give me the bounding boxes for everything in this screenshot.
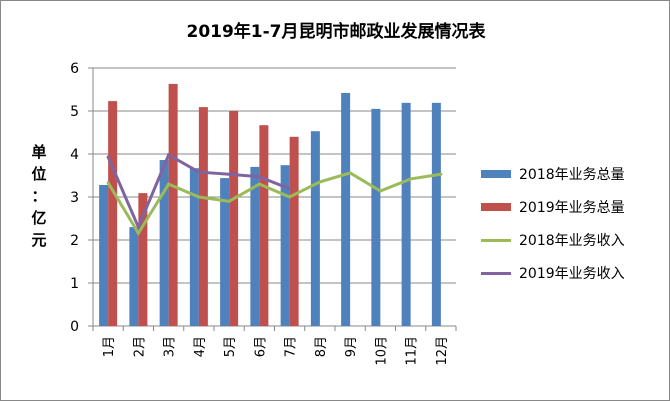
legend-label: 2018年业务总量 bbox=[519, 167, 625, 183]
bar-2019-total bbox=[289, 136, 299, 326]
line-point bbox=[378, 189, 382, 193]
line-point bbox=[348, 171, 352, 175]
y-tick-label: 6 bbox=[70, 61, 79, 77]
legend-item: 2019年业务收入 bbox=[481, 263, 625, 283]
bar-2018-total bbox=[280, 165, 290, 326]
line-point bbox=[227, 199, 231, 203]
line-point bbox=[227, 172, 231, 176]
y-tick-label: 5 bbox=[70, 104, 79, 120]
x-tick-label: 11月 bbox=[405, 336, 420, 366]
x-tick-label: 9月 bbox=[344, 336, 359, 357]
legend-swatch-bar bbox=[481, 203, 511, 211]
bar-2019-total bbox=[138, 193, 148, 326]
bar-2019-total bbox=[229, 111, 239, 326]
bar-2019-total bbox=[108, 101, 118, 326]
bar-2018-total bbox=[371, 108, 381, 326]
y-tick-label: 3 bbox=[70, 190, 79, 206]
y-tick-label: 4 bbox=[70, 147, 79, 163]
bar-2018-total bbox=[431, 102, 441, 326]
line-2018-income bbox=[106, 171, 442, 237]
bar-2019-total bbox=[168, 83, 178, 326]
line-point bbox=[257, 175, 261, 179]
chart-title: 2019年1-7月昆明市邮政业发展情况表 bbox=[186, 22, 486, 42]
y-tick-label: 0 bbox=[70, 319, 79, 335]
legend-label: 2019年业务总量 bbox=[519, 200, 625, 216]
x-tick-label: 6月 bbox=[253, 336, 268, 357]
bar-2018-total bbox=[250, 166, 260, 326]
bar-2018-total bbox=[99, 184, 109, 326]
line-point bbox=[136, 225, 140, 229]
line-point bbox=[409, 177, 413, 181]
line-point bbox=[167, 153, 171, 157]
legend-swatch-bar bbox=[481, 170, 511, 178]
line-point bbox=[106, 181, 110, 185]
line-point bbox=[136, 231, 140, 235]
x-tick-label: 2月 bbox=[132, 336, 147, 357]
bar-2018-total bbox=[159, 160, 169, 326]
y-axis-label: 单位：亿元 bbox=[31, 143, 47, 249]
bar-2019-total bbox=[259, 125, 269, 326]
line-point bbox=[197, 195, 201, 199]
x-tick-label: 4月 bbox=[193, 336, 208, 357]
bar-2018-total bbox=[189, 168, 199, 326]
bar-2018-total bbox=[129, 227, 139, 326]
bar-2018-total bbox=[401, 102, 411, 326]
x-tick-label: 7月 bbox=[284, 336, 299, 357]
line-point bbox=[439, 172, 443, 176]
line-point bbox=[197, 170, 201, 174]
bar-2018-total bbox=[310, 131, 320, 326]
line-point bbox=[288, 187, 292, 191]
y-tick-label: 2 bbox=[70, 233, 79, 249]
x-tick-label: 3月 bbox=[163, 336, 178, 357]
legend-swatch-line bbox=[481, 238, 511, 242]
line-point bbox=[106, 155, 110, 159]
line-point bbox=[288, 195, 292, 199]
bar-2018-total bbox=[341, 92, 351, 326]
legend-label: 2019年业务收入 bbox=[519, 266, 625, 282]
line-point bbox=[318, 180, 322, 184]
legend-item: 2018年业务收入 bbox=[481, 230, 625, 250]
x-tick-label: 10月 bbox=[374, 336, 389, 366]
line-point bbox=[167, 182, 171, 186]
y-tick-label: 1 bbox=[70, 276, 79, 292]
line-point bbox=[257, 182, 261, 186]
x-tick-label: 5月 bbox=[223, 336, 238, 357]
legend-label: 2018年业务收入 bbox=[519, 233, 625, 249]
x-tick-label: 1月 bbox=[102, 336, 117, 357]
legend-item: 2018年业务总量 bbox=[481, 164, 625, 184]
legend-swatch-line bbox=[481, 271, 511, 275]
bar-2019-total bbox=[198, 107, 208, 326]
x-tick-label: 8月 bbox=[314, 336, 329, 357]
x-tick-label: 12月 bbox=[435, 336, 450, 366]
legend-item: 2019年业务总量 bbox=[481, 197, 625, 217]
bar-2018-total bbox=[220, 178, 230, 326]
